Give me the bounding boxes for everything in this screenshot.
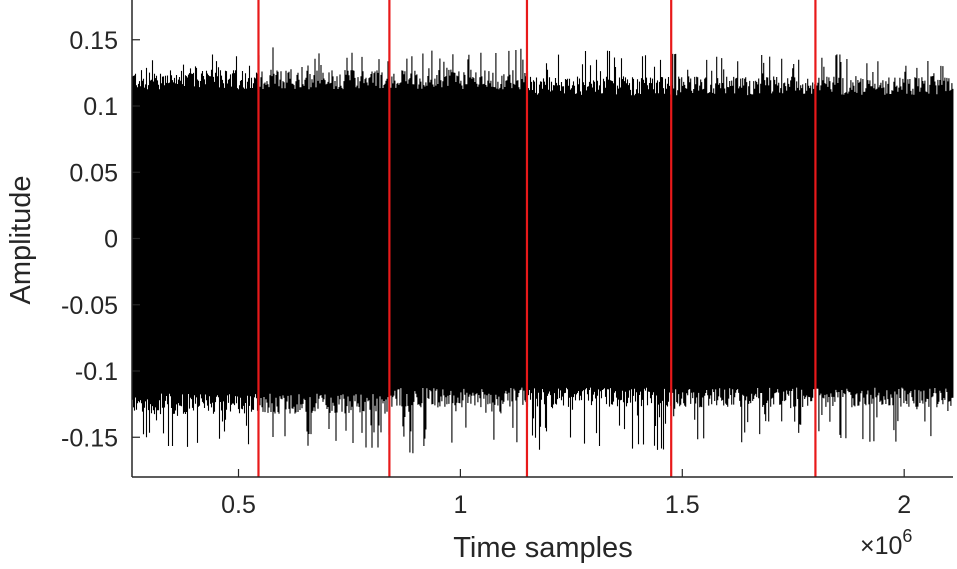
signal-segment-2 (258, 47, 390, 448)
signal-segment-5 (671, 53, 816, 443)
y-tick-label: 0.05 (69, 159, 118, 187)
x-tick-label: 1 (453, 491, 467, 519)
y-tick-label: -0.15 (61, 424, 118, 452)
y-tick-label: 0 (104, 226, 118, 254)
signal-segment-3 (389, 48, 528, 454)
segment-boundaries (257, 0, 817, 477)
x-exponent-base: ×10 (860, 532, 902, 560)
signal-waveform (131, 47, 954, 454)
signal-segment-6 (815, 54, 954, 442)
y-tick-label: 0.1 (83, 93, 118, 121)
axes (131, 0, 953, 478)
x-tick-label: 2 (897, 491, 911, 519)
y-tick-label: 0.15 (69, 27, 118, 55)
x-tick-label: 1.5 (665, 491, 700, 519)
x-tick-label: 0.5 (221, 491, 256, 519)
y-tick-label: -0.05 (61, 292, 118, 320)
x-exponent-power: 6 (902, 526, 912, 546)
signal-segment-4 (526, 50, 672, 450)
x-axis-exponent: ×106 (860, 526, 912, 560)
x-tick-labels: 0.5 1 1.5 2 (221, 491, 911, 519)
y-tick-labels: 0.15 0.1 0.05 0 -0.05 -0.1 -0.15 (61, 27, 118, 453)
y-axis-label: Amplitude (5, 176, 37, 305)
signal-segment-1 (131, 54, 259, 447)
y-tick-label: -0.1 (75, 358, 118, 386)
x-axis-label: Time samples (453, 532, 632, 564)
